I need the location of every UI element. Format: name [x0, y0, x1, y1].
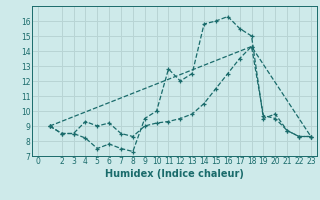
- X-axis label: Humidex (Indice chaleur): Humidex (Indice chaleur): [105, 169, 244, 179]
